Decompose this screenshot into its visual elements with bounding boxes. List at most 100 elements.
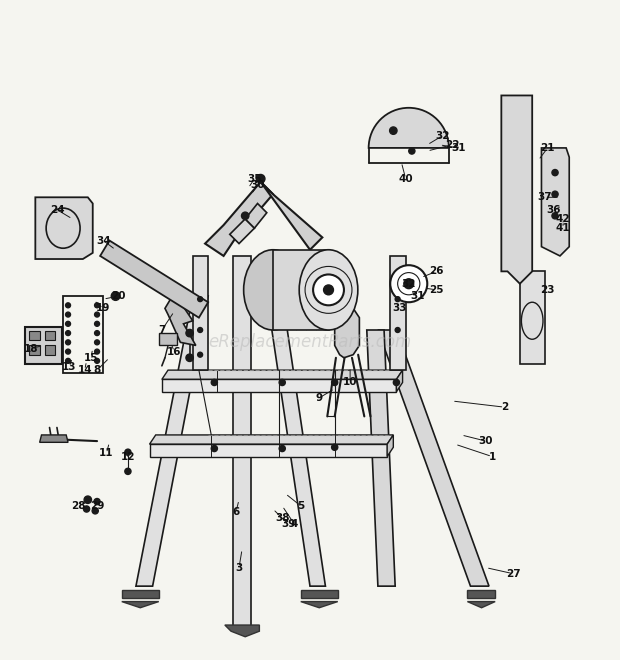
Polygon shape [45,345,55,354]
Ellipse shape [244,249,303,330]
Circle shape [125,468,131,475]
Text: 8: 8 [94,365,100,375]
Circle shape [552,213,558,219]
Text: 3: 3 [236,562,242,573]
Text: 23: 23 [541,285,555,295]
Circle shape [393,379,399,385]
Polygon shape [40,435,68,442]
Text: 12: 12 [121,451,135,461]
Text: 35: 35 [247,174,262,183]
Text: 10: 10 [343,378,357,387]
Text: 31: 31 [411,291,425,301]
Text: 6: 6 [232,507,239,517]
Circle shape [66,340,71,345]
Circle shape [95,331,100,335]
Polygon shape [45,331,55,341]
Wedge shape [369,108,449,148]
Polygon shape [233,256,251,626]
Polygon shape [162,370,402,380]
Polygon shape [29,345,40,354]
Circle shape [198,327,203,333]
Circle shape [95,358,100,363]
Polygon shape [335,306,360,358]
Polygon shape [230,219,254,244]
Circle shape [198,352,203,357]
Polygon shape [467,591,495,599]
Polygon shape [387,435,393,457]
Text: 24: 24 [50,205,64,214]
Polygon shape [390,256,405,370]
Circle shape [279,379,285,385]
Text: 27: 27 [507,569,521,579]
Text: 31: 31 [451,143,466,153]
Circle shape [92,508,99,514]
Circle shape [241,212,249,220]
Text: 41: 41 [556,223,570,233]
Circle shape [332,444,338,450]
Polygon shape [149,435,393,444]
Polygon shape [301,591,338,599]
Circle shape [211,446,218,451]
Polygon shape [136,296,208,586]
Circle shape [409,148,415,154]
Text: 2: 2 [501,402,508,412]
Polygon shape [396,370,402,392]
Text: 20: 20 [112,291,126,301]
Text: 28: 28 [71,501,86,511]
Polygon shape [502,96,532,284]
Text: 38: 38 [275,513,290,523]
Circle shape [94,498,100,505]
Text: 14: 14 [78,365,92,375]
Text: 29: 29 [90,501,104,511]
Polygon shape [245,203,267,228]
Circle shape [395,327,400,333]
Circle shape [66,358,71,363]
Circle shape [279,446,285,451]
Polygon shape [260,182,322,249]
Text: 30: 30 [479,436,493,446]
Text: 33: 33 [392,304,407,314]
Circle shape [95,349,100,354]
Polygon shape [225,625,259,637]
Polygon shape [273,249,329,330]
Circle shape [389,127,397,135]
Polygon shape [159,333,177,345]
Text: 5: 5 [297,501,304,511]
Polygon shape [100,240,208,317]
Polygon shape [520,271,544,364]
Polygon shape [193,256,208,370]
Text: 36: 36 [547,205,561,214]
Text: eReplacementParts.com: eReplacementParts.com [208,333,412,351]
Circle shape [95,340,100,345]
Circle shape [332,379,338,385]
Circle shape [390,265,427,302]
Polygon shape [367,330,395,586]
Circle shape [256,174,265,183]
Text: 30: 30 [250,180,265,190]
Polygon shape [378,330,489,586]
Ellipse shape [299,249,358,330]
Text: 39: 39 [281,519,296,529]
Circle shape [198,296,203,302]
Polygon shape [35,197,93,259]
Text: 11: 11 [99,448,113,459]
Circle shape [125,449,131,455]
Polygon shape [165,293,196,345]
Text: 26: 26 [429,267,444,277]
Polygon shape [122,601,159,608]
Text: 13: 13 [62,362,76,372]
Text: 21: 21 [541,143,555,153]
Circle shape [95,303,100,308]
Polygon shape [162,379,396,392]
Polygon shape [301,601,338,608]
Circle shape [84,506,90,512]
Circle shape [211,379,218,385]
Polygon shape [541,148,569,256]
Text: 40: 40 [399,174,413,183]
Circle shape [66,312,71,317]
Text: 1: 1 [489,451,496,461]
Polygon shape [29,331,40,341]
Circle shape [111,292,120,300]
Circle shape [324,285,334,295]
Circle shape [95,321,100,326]
